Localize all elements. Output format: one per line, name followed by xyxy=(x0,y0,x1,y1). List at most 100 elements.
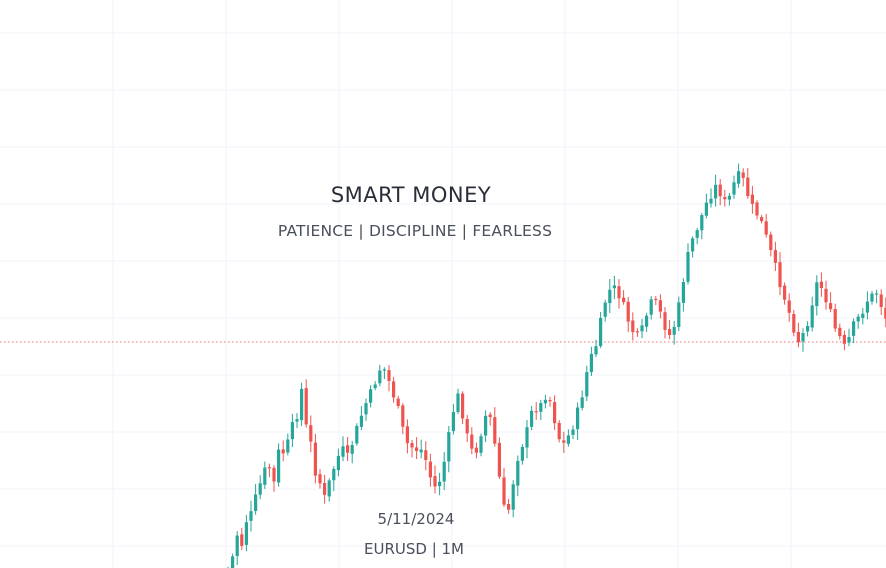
candle-body-up xyxy=(727,195,731,200)
candle-body-down xyxy=(658,300,662,312)
candle-body-up xyxy=(677,302,681,327)
candle-body-up xyxy=(438,481,442,487)
candle-body-up xyxy=(580,397,584,408)
candle-body-up xyxy=(856,316,860,322)
candle-body-up xyxy=(364,403,368,415)
candle-body-up xyxy=(277,449,281,483)
candle-body-up xyxy=(258,483,262,495)
candle-body-up xyxy=(852,321,856,336)
candle-body-up xyxy=(732,182,736,195)
candle-body-up xyxy=(484,415,488,436)
candle-body-up xyxy=(447,432,451,462)
candle-body-down xyxy=(562,440,566,443)
candle-body-up xyxy=(249,511,253,521)
candles xyxy=(227,163,886,568)
candle-body-down xyxy=(718,184,722,197)
candle-body-down xyxy=(557,422,561,440)
candle-body-down xyxy=(787,300,791,313)
candle-body-up xyxy=(681,282,685,303)
candle-body-down xyxy=(392,381,396,398)
candle-body-down xyxy=(819,281,823,288)
candle-body-down xyxy=(502,477,506,505)
candle-body-up xyxy=(861,313,865,318)
candle-body-down xyxy=(272,467,276,482)
candle-body-up xyxy=(612,285,616,289)
candle-body-down xyxy=(829,303,833,310)
candle-body-up xyxy=(355,425,359,444)
candle-body-down xyxy=(240,534,244,546)
candle-body-down xyxy=(654,298,658,301)
candle-body-down xyxy=(488,414,492,418)
candle-body-up xyxy=(704,202,708,216)
candle-body-up xyxy=(359,415,363,427)
candle-body-down xyxy=(493,417,497,444)
candle-body-down xyxy=(622,297,626,303)
candle-body-up xyxy=(645,315,649,327)
candle-body-up xyxy=(589,353,593,373)
candle-body-up xyxy=(700,215,704,231)
candle-body-down xyxy=(415,447,419,451)
candle-body-down xyxy=(405,426,409,444)
candle-body-down xyxy=(424,450,428,460)
candle-body-down xyxy=(346,445,350,453)
candle-body-up xyxy=(566,435,570,444)
candle-body-down xyxy=(750,194,754,204)
candle-body-up xyxy=(672,326,676,335)
candle-body-up xyxy=(300,388,304,421)
candle-body-down xyxy=(663,312,667,330)
candle-body-up xyxy=(290,422,294,440)
candle-body-up xyxy=(254,494,258,511)
candle-body-down xyxy=(833,309,837,329)
candle-body-up xyxy=(286,439,290,453)
candle-body-down xyxy=(323,483,327,495)
candle-body-up xyxy=(378,370,382,384)
candle-body-up xyxy=(336,455,340,471)
candle-body-up xyxy=(686,252,690,282)
candle-body-down xyxy=(281,449,285,454)
watermark-date: 5/11/2024 xyxy=(377,510,455,528)
candle-body-down xyxy=(879,294,883,307)
candle-body-up xyxy=(709,198,713,204)
candle-body-down xyxy=(617,286,621,299)
candle-body-down xyxy=(428,461,432,478)
candle-body-up xyxy=(875,293,879,295)
candle-body-up xyxy=(525,427,529,448)
candle-body-down xyxy=(792,314,796,333)
candle-body-up xyxy=(801,333,805,342)
candle-body-up xyxy=(327,480,331,497)
candle-body-down xyxy=(267,467,271,469)
candle-body-up xyxy=(603,302,607,317)
candle-body-up xyxy=(585,372,589,397)
candle-body-down xyxy=(318,474,322,484)
candle-body-up xyxy=(594,346,598,355)
candle-body-up xyxy=(456,393,460,412)
candle-body-up xyxy=(419,449,423,453)
candle-body-down xyxy=(764,221,768,235)
watermark-title: SMART MONEY xyxy=(330,183,492,207)
candle-body-down xyxy=(507,504,511,510)
candle-body-up xyxy=(332,468,336,481)
candle-body-up xyxy=(244,522,248,545)
candle-body-down xyxy=(773,250,777,263)
candle-body-down xyxy=(824,288,828,303)
candle-body-up xyxy=(815,282,819,307)
candle-body-up xyxy=(382,369,386,371)
candle-body-up xyxy=(737,171,741,184)
candle-body-up xyxy=(530,410,534,427)
candle-body-down xyxy=(304,388,308,425)
candle-body-up xyxy=(295,419,299,422)
candle-body-up xyxy=(714,184,718,199)
candle-body-down xyxy=(626,301,630,322)
candle-body-up xyxy=(695,230,699,238)
candle-body-down xyxy=(309,425,313,442)
candle-body-down xyxy=(783,285,787,300)
candle-body-up xyxy=(231,556,235,568)
candle-body-up xyxy=(806,326,810,332)
candle-body-down xyxy=(474,447,478,453)
candle-body-down xyxy=(778,262,782,288)
candle-body-down xyxy=(631,320,635,333)
candle-body-down xyxy=(534,411,538,413)
